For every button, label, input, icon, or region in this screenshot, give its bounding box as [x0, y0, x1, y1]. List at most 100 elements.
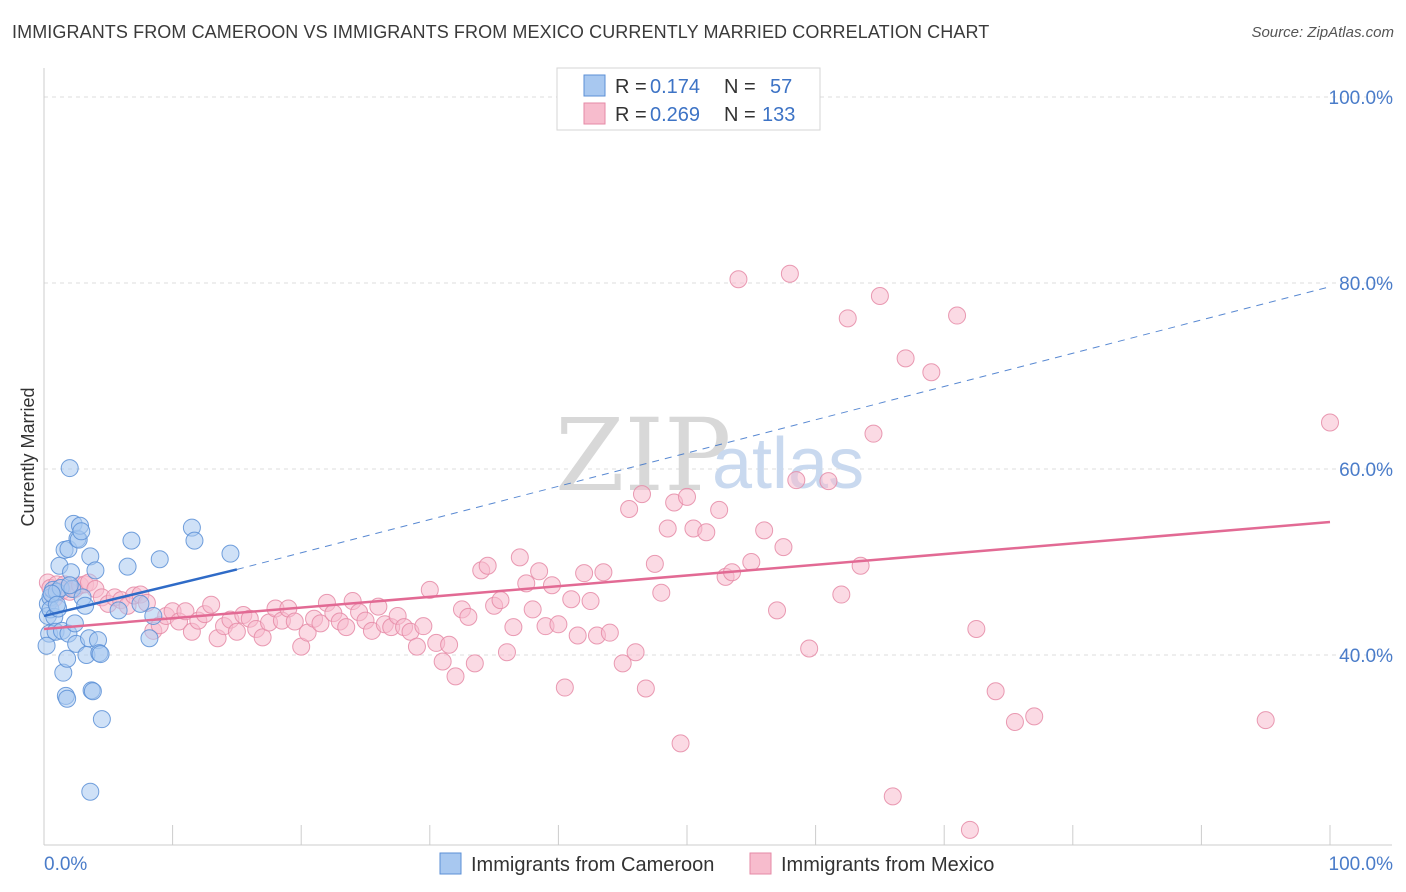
cameroon-point	[86, 561, 105, 580]
series-legend-label-mexico: Immigrants from Mexico	[781, 854, 994, 876]
mexico-point	[176, 602, 195, 621]
mexico-point	[636, 679, 655, 698]
mexico-point	[922, 363, 941, 382]
mexico-point	[253, 628, 272, 647]
cameroon-point	[144, 606, 163, 625]
legend-n-value-2: 133	[762, 104, 795, 126]
mexico-point	[645, 554, 664, 573]
mexico-point	[697, 523, 716, 542]
legend-r-value-2: 0.269	[650, 104, 700, 126]
mexico-point	[838, 309, 857, 328]
cameroon-point	[150, 550, 169, 569]
mexico-point	[227, 622, 246, 641]
mexico-point	[613, 654, 632, 673]
mexico-point	[729, 270, 748, 289]
mexico-point	[407, 637, 426, 656]
mexico-point	[311, 614, 330, 633]
cameroon-point	[91, 645, 110, 664]
mexico-trend-line	[43, 520, 1331, 631]
mexico-point	[620, 499, 639, 518]
mexico-point	[896, 349, 915, 368]
mexico-point	[594, 563, 613, 582]
mexico-point	[870, 287, 889, 306]
y-axis-label: Currently Married	[18, 387, 38, 526]
mexico-point	[710, 500, 729, 519]
mexico-point	[768, 601, 787, 620]
mexico-point	[819, 472, 838, 491]
mexico-point	[780, 264, 799, 283]
y-tick-label: 40.0%	[1339, 646, 1393, 667]
cameroon-point	[221, 544, 240, 563]
mexico-point	[1005, 712, 1024, 731]
mexico-point	[420, 580, 439, 599]
legend-r-label-2: R =	[615, 104, 647, 126]
mexico-point	[755, 521, 774, 540]
mexico-point	[787, 471, 806, 490]
cameroon-point	[109, 601, 128, 620]
mexico-point	[478, 556, 497, 575]
mexico-point	[523, 600, 542, 619]
series-legend: Immigrants from Cameroon Immigrants from…	[439, 852, 994, 876]
mexico-point	[1321, 413, 1339, 432]
cameroon-point	[131, 594, 150, 613]
watermark-atlas: atlas	[712, 424, 864, 504]
legend-n-label-2: N =	[724, 104, 756, 126]
cameroon-trend-line	[43, 568, 238, 618]
mexico-point	[497, 643, 516, 662]
chart-title: IMMIGRANTS FROM CAMEROON VS IMMIGRANTS F…	[12, 22, 990, 42]
cameroon-point	[65, 614, 84, 633]
mexico-point	[510, 548, 529, 567]
mexico-point	[504, 618, 523, 637]
y-tick-label: 60.0%	[1339, 460, 1393, 481]
mexico-point	[800, 639, 819, 658]
y-tick-label: 100.0%	[1329, 88, 1394, 109]
mexico-point	[658, 519, 677, 538]
mexico-point	[678, 487, 696, 506]
mexico-point	[967, 619, 986, 638]
y-tick-labels: 40.0% 60.0% 80.0% 100.0%	[1329, 88, 1394, 667]
cameroon-point	[140, 629, 159, 648]
mexico-point	[1025, 707, 1044, 726]
x-tick-labels: 0.0% 100.0%	[44, 854, 1393, 875]
legend-swatch-mexico	[583, 102, 606, 125]
mexico-point	[948, 306, 967, 325]
mexico-point	[742, 553, 761, 571]
data-points	[37, 264, 1339, 839]
trend-lines	[43, 286, 1331, 631]
legend-swatch-cameroon	[583, 74, 606, 97]
axes	[43, 68, 1392, 846]
legend-n-value-1: 57	[770, 76, 792, 98]
cameroon-point	[58, 689, 77, 708]
series-legend-swatch-cameroon	[439, 852, 462, 875]
cameroon-point	[92, 710, 111, 729]
grid-lines	[44, 96, 1392, 656]
mexico-point	[1256, 711, 1275, 730]
mexico-point	[285, 612, 304, 631]
cameroon-point	[83, 682, 102, 701]
mexico-point	[832, 585, 851, 604]
cameroon-point	[58, 649, 77, 668]
mexico-point	[575, 564, 594, 583]
mexico-point	[433, 652, 452, 671]
cameroon-trend-extension	[236, 286, 1331, 570]
cameroon-point	[72, 522, 91, 541]
legend-r-label-1: R =	[615, 76, 647, 98]
cameroon-point	[122, 531, 141, 550]
mexico-point	[600, 623, 619, 642]
watermark: ZIP atlas	[555, 397, 864, 514]
mexico-point	[202, 595, 221, 614]
cameroon-point	[185, 531, 204, 550]
mexico-point	[960, 820, 979, 839]
mexico-point	[562, 590, 581, 609]
cameroon-point	[81, 782, 100, 801]
mexico-point	[555, 678, 574, 697]
mexico-point	[581, 592, 600, 611]
mexico-point	[337, 618, 356, 637]
mexico-point	[530, 562, 549, 581]
mexico-point	[632, 485, 651, 504]
mexico-point	[459, 607, 478, 626]
mexico-point	[440, 635, 459, 654]
mexico-point	[652, 583, 671, 602]
source-label: Source: ZipAtlas.com	[1251, 24, 1394, 41]
